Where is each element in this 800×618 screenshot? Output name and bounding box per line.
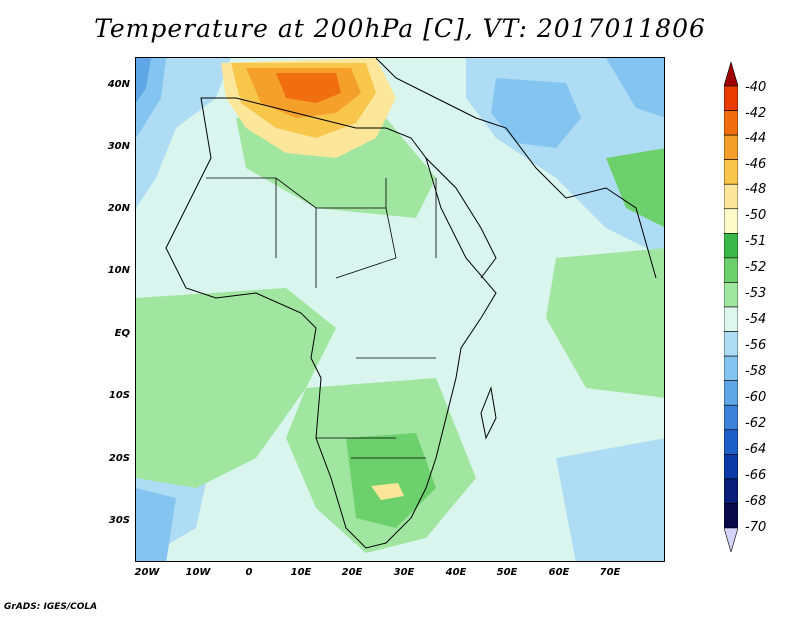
field-zone-52-ne bbox=[606, 148, 664, 227]
lat-label-30s: 30S bbox=[108, 515, 130, 526]
colorbar-label: -66 bbox=[745, 468, 767, 483]
lon-label-10e: 10E bbox=[290, 567, 312, 578]
colorbar-label: -52 bbox=[745, 260, 767, 275]
colorbar-segment bbox=[724, 404, 738, 431]
lon-label-40e: 40E bbox=[445, 567, 467, 578]
colorbar-label: -54 bbox=[745, 312, 767, 327]
colorbar-segment bbox=[724, 282, 738, 308]
colorbar-label: -48 bbox=[745, 182, 767, 197]
colorbar-segment bbox=[724, 110, 738, 136]
colorbar-label: -42 bbox=[745, 106, 767, 121]
lat-label-10s: 10S bbox=[108, 390, 130, 401]
field-zone-52-south bbox=[346, 433, 436, 528]
colorbar-label: -53 bbox=[745, 286, 767, 301]
colorbar-label: -60 bbox=[745, 390, 767, 405]
colorbar-label: -58 bbox=[745, 364, 767, 379]
colorbar-segment bbox=[724, 355, 738, 381]
colorbar-segment bbox=[724, 503, 738, 529]
field-zone-56-se bbox=[556, 438, 664, 561]
colorbar-label: -64 bbox=[745, 442, 767, 457]
colorbar-label: -70 bbox=[745, 520, 767, 535]
colorbar-bottom-arrow bbox=[724, 527, 738, 552]
lat-label-20s: 20S bbox=[108, 453, 130, 464]
lon-label-10w: 10W bbox=[185, 567, 211, 578]
asia-coastline bbox=[375, 58, 657, 279]
field-zone-62 bbox=[136, 58, 151, 103]
lon-label-30e: 30E bbox=[393, 567, 415, 578]
colorbar-segment bbox=[724, 183, 738, 210]
lon-label-60e: 60E bbox=[548, 567, 570, 578]
field-zone-58-ne bbox=[606, 58, 664, 118]
lat-label-40n: 40N bbox=[107, 79, 130, 90]
lat-label-10n: 10N bbox=[107, 265, 130, 276]
colorbar-segment bbox=[724, 208, 738, 234]
colorbar-segment bbox=[724, 85, 738, 111]
lat-label-eq: EQ bbox=[114, 328, 130, 339]
colorbar bbox=[724, 62, 738, 552]
colorbar-label: -68 bbox=[745, 494, 767, 509]
field-zone-58-east bbox=[491, 78, 581, 148]
field-zone-53-west bbox=[136, 288, 336, 488]
colorbar-label: -46 bbox=[745, 157, 767, 172]
colorbar-segment bbox=[724, 380, 738, 406]
colorbar-label: -56 bbox=[745, 338, 767, 353]
colorbar-segment bbox=[724, 478, 738, 504]
colorbar-segment bbox=[724, 134, 738, 160]
country-borders bbox=[206, 177, 437, 459]
colorbar-segment bbox=[724, 331, 738, 357]
colorbar-segment bbox=[724, 306, 738, 332]
lon-label-70e: 70E bbox=[599, 567, 621, 578]
red-sea-coast bbox=[425, 157, 497, 279]
colorbar-segment bbox=[724, 429, 738, 455]
colorbar-label: -62 bbox=[745, 416, 767, 431]
colorbar-top-arrow bbox=[724, 62, 738, 87]
lon-label-50e: 50E bbox=[496, 567, 518, 578]
chart-title: Temperature at 200hPa [C], VT: 201701180… bbox=[94, 14, 706, 43]
lon-label-20w: 20W bbox=[134, 567, 160, 578]
map-panel bbox=[135, 57, 665, 562]
colorbar-label: -40 bbox=[745, 80, 767, 95]
temperature-field-map bbox=[136, 58, 664, 561]
field-zone-53-east bbox=[546, 248, 664, 398]
colorbar-label: -51 bbox=[745, 234, 767, 249]
colorbar-label: -44 bbox=[745, 131, 767, 146]
lat-label-20n: 20N bbox=[107, 203, 130, 214]
colorbar-segment bbox=[724, 257, 738, 283]
colorbar-segment bbox=[724, 159, 738, 185]
colorbar-segment bbox=[724, 454, 738, 480]
lon-label-20e: 20E bbox=[341, 567, 363, 578]
africa-coastline bbox=[165, 97, 497, 549]
field-zone-50-south bbox=[371, 483, 404, 500]
credit-text: GrADS: IGES/COLA bbox=[4, 602, 98, 612]
field-zone-44 bbox=[276, 73, 341, 103]
lat-label-30n: 30N bbox=[107, 141, 130, 152]
field-zone-58-sw bbox=[136, 488, 176, 561]
lon-label-0: 0 bbox=[245, 567, 253, 578]
colorbar-label: -50 bbox=[745, 208, 767, 223]
colorbar-segment bbox=[724, 233, 738, 259]
madagascar-coast bbox=[480, 386, 497, 440]
